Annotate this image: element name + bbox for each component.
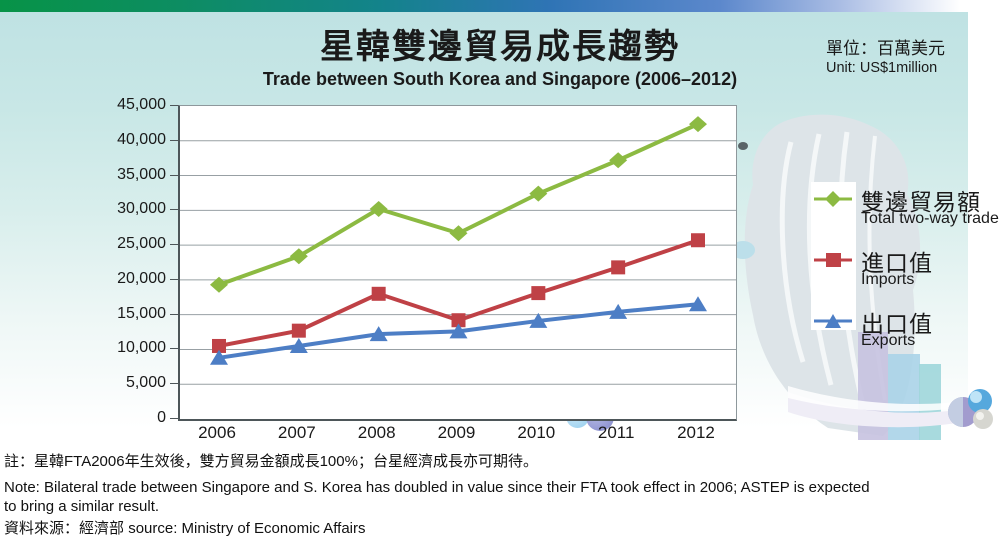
data-point-imports-2011 — [611, 260, 626, 275]
legend-marker-diamond-icon — [814, 191, 852, 207]
data-point-total-two-way-trade-2012 — [688, 116, 707, 133]
y-tick-mark — [170, 139, 178, 141]
y-tick-label: 20,000 — [117, 269, 166, 287]
swoosh-highlight — [788, 386, 973, 412]
merlion-mane-line — [779, 141, 806, 363]
legend-item-total-two-way-trade: 雙邊貿易額 Total two-way trade — [811, 185, 1000, 243]
sphere-gray-highlight — [976, 412, 984, 420]
legend-shape — [826, 253, 841, 267]
y-tick-label: 35,000 — [117, 165, 166, 183]
data-point-imports-2007 — [291, 323, 306, 338]
data-point-exports-2008 — [369, 326, 388, 342]
legend-label-zh: 進口值 — [861, 250, 933, 276]
source-line: 資料來源：經濟部 source: Ministry of Economic Af… — [4, 519, 904, 538]
unit-label-zh: 單位：百萬美元 — [826, 39, 945, 58]
y-tick-mark — [170, 105, 178, 106]
merlion-mane-line — [806, 133, 834, 386]
legend-label-zh: 出口值 — [861, 311, 933, 337]
y-tick-label: 40,000 — [117, 130, 166, 148]
data-point-total-two-way-trade-2008 — [369, 200, 388, 217]
x-tick-label: 2009 — [437, 423, 476, 442]
y-tick-label: 30,000 — [117, 200, 166, 218]
data-point-total-two-way-trade-2011 — [609, 152, 628, 169]
data-point-imports-2010 — [531, 286, 546, 301]
y-tick-label: 0 — [157, 409, 166, 426]
legend-label-zh: 雙邊貿易額 — [861, 189, 981, 215]
chart-canvas — [180, 116, 736, 385]
y-tick-label: 25,000 — [117, 235, 166, 253]
legend-label-en: Total two-way trade — [861, 210, 999, 227]
legend-label-en: Imports — [861, 271, 915, 288]
legend-shape — [825, 314, 841, 328]
sphere-blue-highlight — [970, 391, 982, 403]
chart-plot-area — [178, 105, 737, 421]
data-point-total-two-way-trade-2010 — [529, 185, 548, 202]
y-tick-label: 45,000 — [117, 96, 166, 113]
series-line-total-two-way-trade — [218, 122, 699, 287]
legend-item-imports: 進口值 Imports — [811, 246, 1000, 304]
legend-shape — [825, 191, 841, 207]
source-en: source: Ministry of Economic Affairs — [128, 520, 366, 537]
sphere-gray — [973, 409, 993, 429]
x-tick-label: 2006 — [198, 423, 236, 442]
data-point-imports-2006 — [212, 338, 226, 353]
sphere-purple-highlight — [948, 397, 963, 427]
note-en-line2: to bring a similar result. — [4, 498, 160, 515]
x-tick-label: 2008 — [357, 423, 396, 442]
data-point-imports-2012 — [690, 233, 705, 248]
page-title: 星韓雙邊貿易成長趨勢 — [320, 28, 680, 66]
merlion-mouth — [733, 241, 755, 259]
y-tick-mark — [170, 209, 178, 211]
data-point-total-two-way-trade-2006 — [210, 276, 228, 293]
y-tick-mark — [170, 418, 178, 419]
data-point-imports-2008 — [371, 286, 386, 301]
y-tick-label: 10,000 — [117, 339, 166, 357]
legend-marker-triangle-icon — [814, 314, 852, 328]
y-tick-mark — [170, 244, 178, 246]
y-tick-label: 5,000 — [125, 374, 166, 392]
legend-item-exports: 出口值 Exports — [811, 307, 1000, 365]
source-zh: 資料來源：經濟部 — [4, 520, 125, 537]
y-tick-mark — [170, 174, 178, 176]
x-tick-label: 2007 — [277, 423, 316, 442]
skyline-building — [919, 364, 941, 440]
y-tick-mark — [170, 278, 178, 280]
x-tick-label: 2012 — [677, 423, 715, 442]
y-tick-mark — [170, 348, 178, 350]
x-tick-label: 2010 — [517, 423, 556, 442]
note-zh: 註：星韓FTA2006年生效後，雙方貿易金額成長100%；台星經濟成長亦可期待。 — [4, 453, 538, 470]
data-point-exports-2007 — [289, 337, 308, 353]
data-point-exports-2006 — [210, 349, 228, 365]
data-point-exports-2010 — [529, 312, 548, 328]
data-point-imports-2009 — [451, 313, 466, 328]
data-point-total-two-way-trade-2009 — [449, 225, 468, 242]
y-tick-mark — [170, 313, 178, 315]
legend-label-en: Exports — [861, 332, 916, 349]
y-tick-mark — [170, 383, 178, 385]
merlion-eye — [738, 142, 748, 150]
data-point-exports-2011 — [609, 303, 628, 319]
unit-label-en: Unit: US$1million — [826, 60, 938, 76]
top-gradient-bar — [0, 0, 1000, 12]
legend-marker-square-icon — [814, 253, 852, 267]
swoosh — [788, 392, 988, 428]
data-point-total-two-way-trade-2007 — [289, 248, 308, 265]
note-en-line1: Note: Bilateral trade between Singapore … — [4, 479, 870, 496]
footnotes: 註：星韓FTA2006年生效後，雙方貿易金額成長100%；台星經濟成長亦可期待。… — [4, 452, 904, 538]
y-tick-label: 15,000 — [117, 304, 166, 322]
data-point-exports-2012 — [688, 296, 707, 312]
page-subtitle: Trade between South Korea and Singapore … — [262, 69, 738, 89]
x-tick-label: 2011 — [597, 423, 635, 442]
data-point-exports-2009 — [449, 323, 468, 339]
